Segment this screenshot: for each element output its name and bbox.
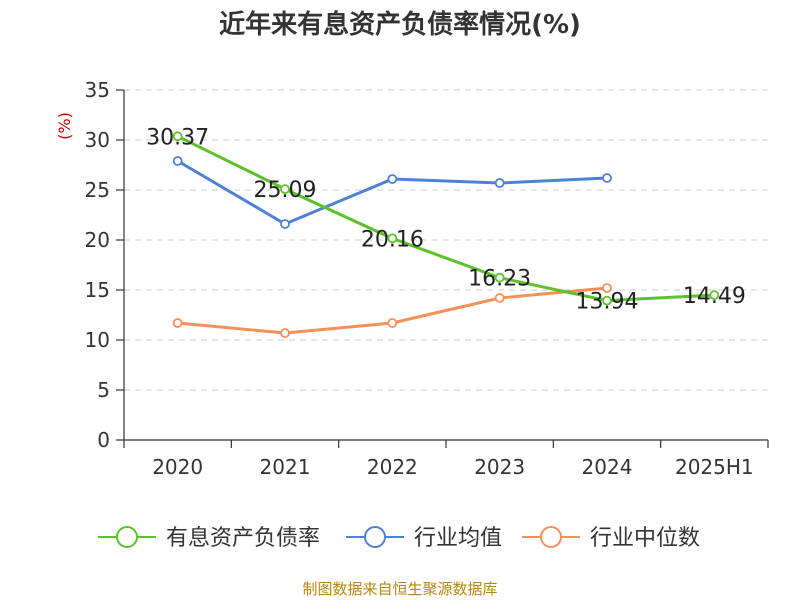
data-point <box>280 328 290 338</box>
legend-marker <box>364 526 386 548</box>
y-tick-label: 15 <box>85 278 110 302</box>
data-point <box>387 318 398 328</box>
y-axis-unit: (%) <box>55 112 74 140</box>
y-tick-label: 30 <box>85 128 110 152</box>
series-line <box>176 159 608 226</box>
x-tick-label: 2020 <box>152 455 203 479</box>
x-tick-label: 2023 <box>474 455 525 479</box>
y-tick-label: 10 <box>85 328 110 352</box>
data-point <box>494 293 505 303</box>
legend-label: 行业中位数 <box>590 526 700 551</box>
data-point <box>280 184 290 195</box>
x-tick-label: 2024 <box>582 455 633 479</box>
data-label: 30.37 <box>146 125 209 150</box>
legend-marker <box>116 526 138 548</box>
data-label: 20.16 <box>361 227 424 252</box>
data-label: 14.49 <box>683 284 746 309</box>
data-point <box>602 295 612 306</box>
data-point <box>602 173 612 183</box>
chart-title: 近年来有息资产负债率情况(%) <box>219 10 581 40</box>
y-tick-label: 20 <box>85 228 110 252</box>
data-point <box>494 178 505 188</box>
source-note: 制图数据来自恒生聚源数据库 <box>302 580 498 598</box>
legend-marker <box>540 526 562 548</box>
data-point <box>494 272 505 283</box>
data-point <box>172 318 183 328</box>
y-tick-label: 25 <box>85 178 110 202</box>
y-tick-label: 35 <box>85 78 110 102</box>
data-point <box>387 174 398 184</box>
series-line <box>177 134 715 303</box>
data-point <box>387 233 398 244</box>
y-tick-label: 5 <box>97 378 110 402</box>
data-point <box>172 156 183 166</box>
data-point <box>602 283 612 293</box>
data-label: 16.23 <box>468 267 531 292</box>
y-tick-label: 0 <box>97 428 110 452</box>
data-label: 25.09 <box>254 178 317 203</box>
legend-label: 有息资产负债率 <box>166 526 320 551</box>
x-tick-label: 2021 <box>260 455 311 479</box>
data-point <box>172 131 183 142</box>
x-tick-label: 2025H1 <box>675 455 754 479</box>
data-point <box>280 219 290 229</box>
data-label: 13.94 <box>576 290 639 315</box>
legend-label: 行业均值 <box>414 526 502 551</box>
data-point <box>709 290 720 301</box>
x-tick-label: 2022 <box>367 455 418 479</box>
